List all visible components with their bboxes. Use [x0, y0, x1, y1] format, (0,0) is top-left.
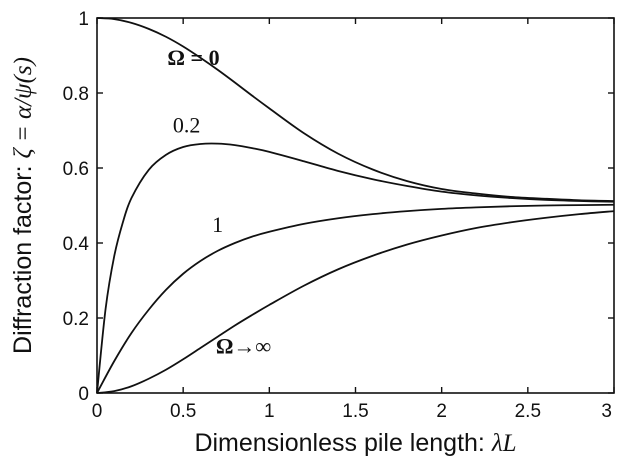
x-tick-label: 3: [601, 401, 612, 422]
curve-label-3: Ω→∞: [216, 334, 272, 359]
y-tick-label: 0.4: [63, 234, 90, 255]
x-tick-label: 1: [264, 401, 275, 422]
curve-label-1: 0.2: [173, 112, 201, 137]
x-tick-label: 0.5: [170, 401, 196, 422]
curve-annotations: Ω = 0 0.2 1 Ω→∞: [167, 45, 271, 359]
curve-label-0: Ω = 0: [167, 45, 219, 70]
x-axis-title-text: Dimensionless pile length:: [194, 429, 491, 457]
series-line-3: [96, 210, 615, 394]
y-axis-title: Diffraction factor: ζ = α/ψ(s): [9, 57, 37, 354]
y-tick-label: 0.8: [63, 84, 89, 105]
y-tick-label: 0.2: [63, 309, 89, 330]
x-tick-label: 2: [436, 401, 447, 422]
axis-ticks: [96, 17, 615, 394]
axis-tick-labels: 0 0.5 1 1.5 2 2.5 3 0 0.2 0.4 0.6 0.8 1: [63, 9, 612, 422]
y-tick-label: 0: [78, 384, 89, 405]
y-axis-title-symbol: ζ = α/ψ(s): [10, 57, 37, 158]
y-tick-label: 0.6: [63, 159, 89, 180]
x-axis-title: Dimensionless pile length: λL: [194, 429, 516, 457]
x-tick-label: 2.5: [515, 401, 541, 422]
data-series: [96, 17, 615, 394]
y-axis-title-text: Diffraction factor:: [9, 159, 37, 354]
x-tick-label: 0: [92, 401, 103, 422]
curve-label-2: 1: [212, 212, 223, 237]
series-line-0: [96, 17, 615, 202]
y-tick-label: 1: [78, 9, 89, 30]
x-tick-label: 1.5: [342, 401, 368, 422]
series-line-1: [96, 142, 615, 394]
x-axis-title-symbol: λL: [491, 430, 517, 457]
series-line-2: [96, 203, 615, 394]
